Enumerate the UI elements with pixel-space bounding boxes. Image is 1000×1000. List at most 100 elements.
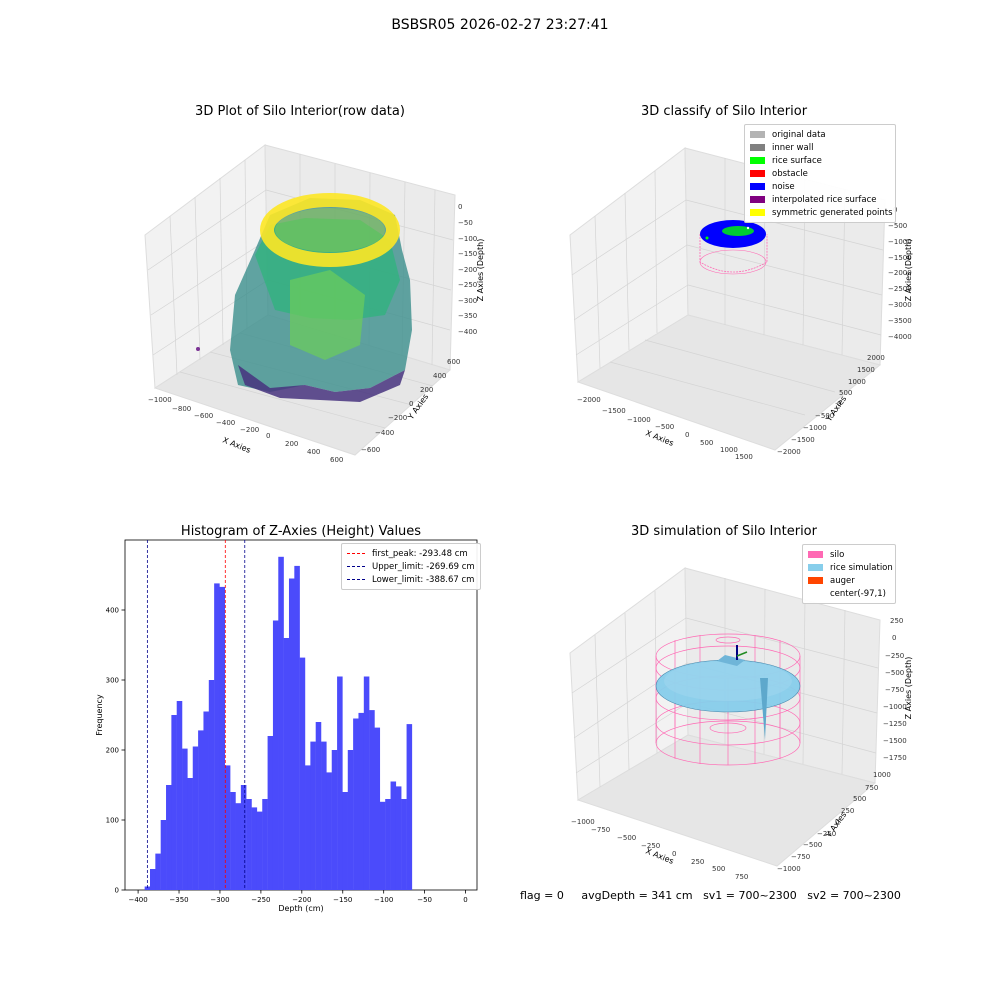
classify-ztick-5: −2500 bbox=[888, 285, 912, 293]
legend-item-silo: silo bbox=[808, 548, 890, 561]
histogram-bar bbox=[283, 638, 290, 890]
classify-xtick-4: 0 bbox=[685, 431, 689, 439]
legend-item-first-peak: first_peak: -293.48 cm bbox=[347, 547, 475, 560]
histogram-bar bbox=[208, 680, 215, 890]
legend-swatch bbox=[750, 170, 765, 177]
histogram-bar bbox=[171, 715, 177, 890]
histogram-bar bbox=[224, 765, 231, 890]
sim-auger bbox=[736, 645, 748, 660]
histogram-xtick-label: 0 bbox=[463, 896, 467, 904]
footer-flag: flag = 0 bbox=[520, 889, 564, 902]
histogram-bar bbox=[144, 886, 151, 890]
sim-xtick-7: 750 bbox=[735, 873, 748, 881]
classify-ytick-7: −1500 bbox=[791, 436, 815, 444]
legend-line bbox=[347, 566, 365, 567]
classify-ztick-2: −1000 bbox=[888, 238, 912, 246]
classify-xtick-2: −1000 bbox=[627, 416, 651, 424]
histogram-bar bbox=[337, 676, 343, 890]
sim-ytick-6: −500 bbox=[803, 841, 822, 849]
raw-ztick-3: −150 bbox=[458, 250, 477, 258]
legend-item-obstacle: obstacle bbox=[750, 167, 890, 180]
histogram-legend: first_peak: -293.48 cm Upper_limit: -269… bbox=[341, 543, 481, 590]
raw-xtick-5: 0 bbox=[266, 432, 270, 440]
sim-xticks: −1000 −750 −500 −250 0 250 500 750 bbox=[571, 818, 748, 881]
classify-ztick-1: −500 bbox=[888, 222, 907, 230]
histogram-bar bbox=[288, 578, 295, 890]
histogram-bar bbox=[149, 869, 156, 890]
panel-simulation-title: 3D simulation of Silo Interior bbox=[631, 524, 817, 539]
sim-ztick-2: −250 bbox=[885, 652, 904, 660]
histogram-bar bbox=[272, 620, 279, 890]
raw-ztick-2: −100 bbox=[458, 235, 477, 243]
legend-swatch bbox=[750, 209, 765, 216]
histogram-bar bbox=[230, 792, 236, 890]
classify-xtick-1: −1500 bbox=[602, 407, 626, 415]
legend-item-symmetric: symmetric generated points bbox=[750, 206, 893, 219]
histogram-bar bbox=[176, 701, 183, 890]
raw-ytick-1: 400 bbox=[433, 372, 446, 380]
legend-item-auger: auger bbox=[808, 574, 890, 587]
legend-swatch bbox=[750, 157, 765, 164]
classify-ztick-8: −4000 bbox=[888, 333, 912, 341]
histogram-bar bbox=[342, 792, 348, 890]
classify-xtick-6: 1000 bbox=[720, 446, 738, 454]
panel-classify-title: 3D classify of Silo Interior bbox=[640, 104, 808, 119]
histogram-xtick-label: −300 bbox=[210, 896, 229, 904]
classify-grid bbox=[571, 158, 884, 416]
raw-ztick-7: −350 bbox=[458, 312, 477, 320]
histogram-bar bbox=[401, 799, 407, 890]
classify-ytick-6: −1000 bbox=[803, 424, 827, 432]
legend-item-center: center(-97,1) bbox=[808, 587, 890, 600]
classify-xtick-0: −2000 bbox=[577, 396, 601, 404]
sim-ytick-1: 750 bbox=[865, 784, 878, 792]
raw-yticks: 600 400 200 0 −200 −400 −600 bbox=[361, 358, 460, 454]
histogram-bar bbox=[305, 765, 311, 890]
classify-ytick-4: 0 bbox=[837, 400, 841, 408]
sim-ztick-3: −500 bbox=[885, 669, 904, 677]
legend-swatch bbox=[750, 183, 765, 190]
raw-zlabel: Z Axies (Depth) bbox=[476, 239, 485, 302]
sim-ytick-4: 0 bbox=[835, 818, 839, 826]
figure-title: BSBSR05 2026-02-27 23:27:41 bbox=[391, 17, 609, 33]
sim-ztick-5: −1000 bbox=[883, 703, 907, 711]
classify-ytick-5: −500 bbox=[815, 412, 834, 420]
raw-ztick-6: −300 bbox=[458, 297, 477, 305]
histogram-xtick-label: −150 bbox=[333, 896, 352, 904]
histogram-bar bbox=[166, 785, 172, 890]
footer-sv1: sv1 = 700~2300 bbox=[703, 889, 797, 902]
footer-sv2: sv2 = 700~2300 bbox=[807, 889, 901, 902]
histogram-bar bbox=[246, 799, 252, 890]
sim-ztick-7: −1500 bbox=[883, 737, 907, 745]
classify-floor-pane bbox=[576, 314, 882, 451]
sim-ztick-6: −1250 bbox=[883, 720, 907, 728]
sim-ztick-4: −750 bbox=[885, 686, 904, 694]
raw-xtick-4: −200 bbox=[240, 426, 259, 434]
histogram-bar bbox=[315, 722, 322, 890]
classify-silo bbox=[699, 220, 768, 275]
histogram-plot: −400 −350 −300 −250 −200 −150 −100 −50 0 0 100 200… bbox=[95, 539, 478, 913]
histogram-ytick-label: 100 bbox=[106, 817, 119, 825]
histogram-xtick-label: −250 bbox=[251, 896, 270, 904]
legend-item-noise: noise bbox=[750, 180, 890, 193]
raw-xtick-6: 200 bbox=[285, 440, 298, 448]
sim-ztick-8: −1750 bbox=[883, 754, 907, 762]
sim-xtick-5: 250 bbox=[691, 858, 704, 866]
histogram-bar bbox=[331, 750, 338, 890]
raw-ytick-0: 600 bbox=[447, 358, 460, 366]
histogram-bar bbox=[240, 785, 247, 890]
legend-item-inner-wall: inner wall bbox=[750, 141, 890, 154]
legend-swatch bbox=[808, 564, 823, 571]
histogram-bar bbox=[321, 741, 327, 890]
histogram-bar bbox=[160, 820, 167, 890]
histogram-bar bbox=[310, 741, 316, 890]
raw-ztick-5: −250 bbox=[458, 281, 477, 289]
raw-ytick-4: −200 bbox=[388, 414, 407, 422]
classify-xticks: −2000 −1500 −1000 −500 0 500 1000 1500 bbox=[577, 396, 753, 461]
panel-raw-title: 3D Plot of Silo Interior(row data) bbox=[195, 104, 405, 119]
histogram-bar bbox=[385, 799, 391, 890]
histogram-bar bbox=[326, 772, 332, 890]
classify-xtick-7: 1500 bbox=[735, 453, 753, 461]
legend-item-original-data: original data bbox=[750, 128, 890, 141]
sim-ytick-3: 250 bbox=[841, 807, 854, 815]
histogram-xtick-label: −200 bbox=[292, 896, 311, 904]
